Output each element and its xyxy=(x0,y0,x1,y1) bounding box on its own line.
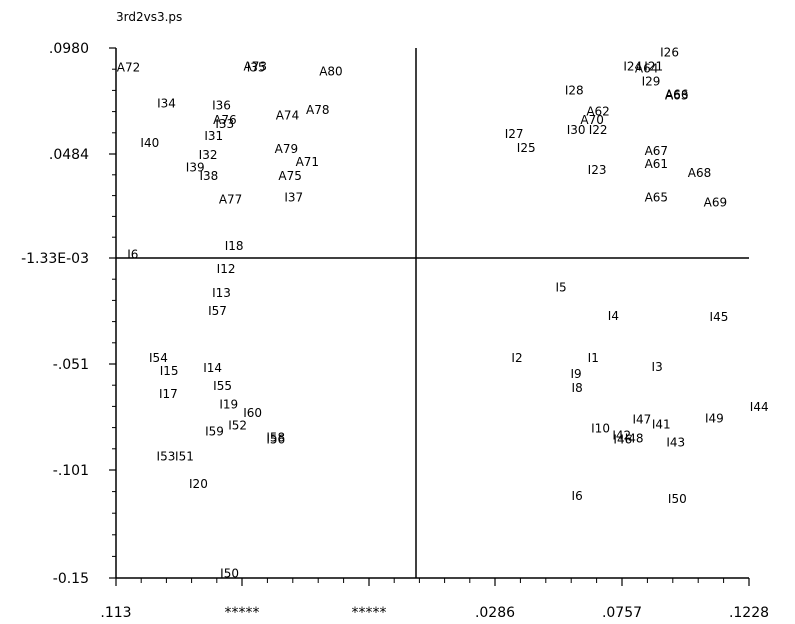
point-label: I46 xyxy=(613,433,632,447)
point-label: I58 xyxy=(266,430,285,444)
point-label: I51 xyxy=(175,450,194,464)
point-label: I9 xyxy=(570,367,581,381)
plot-frame xyxy=(115,48,749,579)
point-label: I43 xyxy=(666,436,685,450)
point-label: I29 xyxy=(642,75,661,89)
point-label: I2 xyxy=(511,351,522,365)
point-label: I12 xyxy=(217,262,236,276)
point-label: I39 xyxy=(186,160,205,174)
point-label: A75 xyxy=(278,169,301,183)
y-tick-label: -.051 xyxy=(53,357,89,373)
chart-title: 3rd2vs3.ps xyxy=(116,10,182,24)
point-label: A71 xyxy=(296,155,319,169)
point-label: A69 xyxy=(704,196,727,210)
point-label: I52 xyxy=(228,418,247,432)
point-label: I25 xyxy=(517,141,536,155)
point-label: I44 xyxy=(750,400,769,414)
point-label: I53 xyxy=(157,450,176,464)
point-label: I19 xyxy=(219,397,238,411)
point-label: I4 xyxy=(608,309,619,323)
point-label: I50 xyxy=(668,492,687,506)
y-tick-labels: .0980 .0484 -1.33E-03 -.051 -.101 -0.15 xyxy=(21,41,89,587)
point-label: A64 xyxy=(635,62,658,76)
point-label: A67 xyxy=(645,144,668,158)
point-label: I59 xyxy=(205,424,224,438)
point-label: I57 xyxy=(208,304,227,318)
point-label: I28 xyxy=(565,84,584,98)
center-crosshair xyxy=(116,48,749,578)
point-label: A78 xyxy=(306,103,329,117)
x-tick-label: .1228 xyxy=(729,605,769,621)
point-label: I24 xyxy=(623,59,642,73)
point-label: A74 xyxy=(276,109,299,123)
y-tick-label: -0.15 xyxy=(53,571,89,587)
point-label: I49 xyxy=(705,411,724,425)
point-label: A79 xyxy=(275,142,298,156)
point-label: A80 xyxy=(319,64,342,78)
point-label: A73 xyxy=(244,59,267,73)
point-label: I38 xyxy=(199,169,218,183)
point-label: I60 xyxy=(243,406,262,420)
point-label: I37 xyxy=(284,190,303,204)
x-tick-label: ***** xyxy=(225,605,260,621)
point-label: I10 xyxy=(591,421,610,435)
x-tick-label: .113 xyxy=(100,605,131,621)
point-label: I32 xyxy=(199,148,218,162)
point-label: A61 xyxy=(645,157,668,171)
point-label: I36 xyxy=(212,99,231,113)
point-label: I48 xyxy=(625,431,644,445)
point-label: I1 xyxy=(588,351,599,365)
point-label: I42 xyxy=(612,428,631,442)
point-label: A68 xyxy=(688,166,711,180)
point-label: I6 xyxy=(572,489,583,503)
point-label: I23 xyxy=(588,163,607,177)
point-label: I8 xyxy=(572,381,583,395)
point-label: A65 xyxy=(645,190,668,204)
point-label: I56 xyxy=(266,433,285,447)
point-label: I18 xyxy=(225,239,244,253)
point-label: A62 xyxy=(586,105,609,119)
point-label: A72 xyxy=(117,60,140,74)
point-label: I21 xyxy=(644,59,663,73)
x-tick-label: ***** xyxy=(352,605,387,621)
axis-ticks xyxy=(109,47,750,586)
point-label: I15 xyxy=(160,364,179,378)
x-tick-label: .0757 xyxy=(602,605,642,621)
point-label: I27 xyxy=(505,127,524,141)
point-label: A76 xyxy=(213,113,236,127)
point-label: I30 xyxy=(567,123,586,137)
point-label: I33 xyxy=(215,117,234,131)
point-label: I5 xyxy=(555,280,566,294)
point-label: I45 xyxy=(710,310,729,324)
point-label: I47 xyxy=(632,412,651,426)
point-label: A66 xyxy=(665,88,688,102)
x-tick-label: .0286 xyxy=(475,605,515,621)
point-label: I55 xyxy=(213,379,232,393)
point-label: I50 xyxy=(220,567,239,581)
x-tick-labels: .113 ***** ***** .0286 .0757 .1228 xyxy=(100,605,769,621)
y-tick-label: -.101 xyxy=(53,463,89,479)
point-label: I26 xyxy=(660,45,679,59)
point-label: I41 xyxy=(652,417,671,431)
point-label: I22 xyxy=(589,123,608,137)
point-label: I40 xyxy=(140,136,159,150)
point-label: I34 xyxy=(157,97,176,111)
point-label: I14 xyxy=(203,361,222,375)
point-label: I20 xyxy=(189,477,208,491)
point-label: A70 xyxy=(580,113,603,127)
point-label: I31 xyxy=(204,129,223,143)
y-tick-label: .0980 xyxy=(49,41,89,57)
point-label: I3 xyxy=(652,360,663,374)
point-label: I13 xyxy=(212,286,231,300)
point-label: A63 xyxy=(665,89,688,103)
y-tick-label: -1.33E-03 xyxy=(21,251,89,267)
point-label: I17 xyxy=(159,387,178,401)
point-label: A77 xyxy=(219,193,242,207)
point-label: I6 xyxy=(127,248,138,262)
y-tick-label: .0484 xyxy=(49,147,89,163)
point-label: I35 xyxy=(247,60,266,74)
point-label: I54 xyxy=(149,351,168,365)
